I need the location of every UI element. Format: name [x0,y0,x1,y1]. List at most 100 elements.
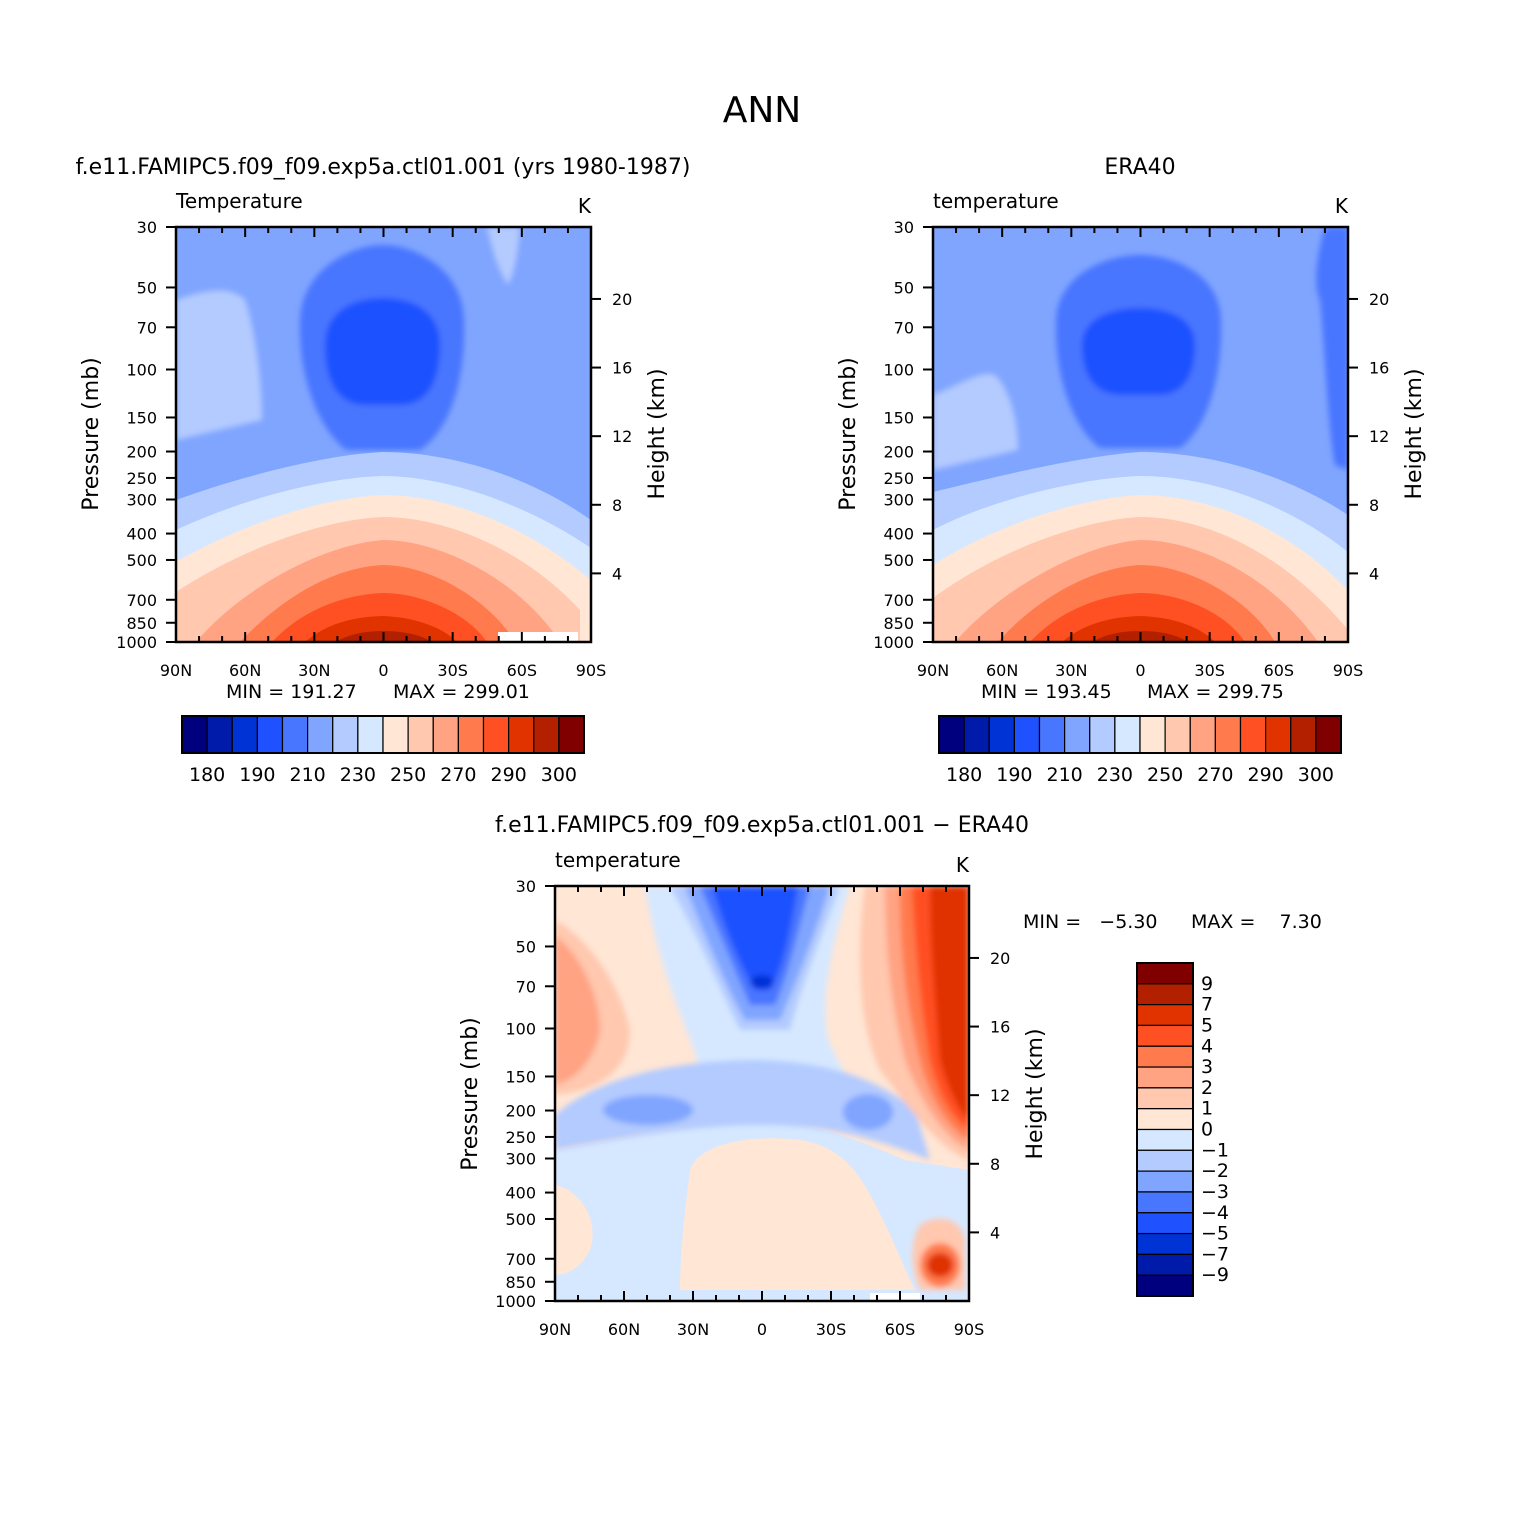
colorbar-label: 180 [946,764,982,786]
pressure-tick-label: 250 [505,1128,536,1147]
colorbar-box [938,715,965,754]
pressure-tick-label: 50 [137,278,157,297]
colorbar-box [1136,1274,1194,1297]
colorbar-box [1136,1024,1194,1047]
colorbar-box [988,715,1015,754]
pressure-tick-label: 200 [126,443,157,462]
colorbar-box [407,715,434,754]
pressure-tick-label: 1000 [495,1292,536,1311]
panel-era40-max: MAX = 299.75 [1147,681,1284,703]
colorbar-box [508,715,535,754]
colorbar-label: 290 [490,764,526,786]
band-295 [1062,616,1215,642]
colorbar-box [963,715,990,754]
colorbar-label: −2 [1201,1160,1229,1182]
latitude-tick-label: 0 [1135,661,1145,680]
latitude-tick-label: 90S [954,1320,985,1339]
colorbar-label: 270 [1197,764,1233,786]
colorbar-label: 5 [1201,1014,1213,1036]
pressure-tick-label: 700 [883,591,914,610]
panel-model-colorbar: 180 190 210 230 250 270 290 300 [181,715,585,786]
colorbar-label: −4 [1201,1202,1229,1224]
colorbar-label: 7 [1201,994,1213,1016]
pressure-tick-label: 100 [126,360,157,379]
colorbar-box [382,715,409,754]
panel-model-min: MIN = 191.27 [226,681,357,703]
colorbar-box [1136,1087,1194,1110]
colorbar-box [1164,715,1191,754]
pressure-tick-label: 50 [894,278,914,297]
colorbar-label: 270 [440,764,476,786]
colorbar-box [533,715,560,754]
missing-data-patch [870,1293,920,1301]
height-tick-label: 16 [612,359,632,378]
latitude-tick-label: 30N [1055,661,1087,680]
panel-era40: ERA40 temperature K 30507010015020025030… [836,155,1427,786]
pressure-tick-label: 30 [894,218,914,237]
colorbar-box [432,715,459,754]
colorbar-box [1136,1108,1194,1131]
pressure-tick-label: 200 [883,443,914,462]
height-tick-label: 8 [612,496,622,515]
band-pos-right-5 [930,886,969,1120]
colorbar-box [1136,1149,1194,1172]
panel-difference-max: MAX = 7.30 [1191,911,1322,933]
band-pos-left-strat-2 [555,935,600,1085]
panel-era40-variable: temperature [933,189,1059,213]
band-neg-blob-2 [843,1094,893,1130]
pressure-tick-label: 150 [505,1067,536,1086]
colorbar-box [457,715,485,754]
height-tick-label: 8 [1369,496,1379,515]
panel-era40-title: ERA40 [1104,155,1175,180]
colorbar-box [256,715,284,754]
colorbar-box [1136,983,1194,1006]
colorbar-box [181,715,208,754]
panel-difference-min: MIN = −5.30 [1023,911,1158,933]
pressure-tick-label: 500 [505,1210,536,1229]
colorbar-frame [181,715,585,754]
panel-era40-units: K [1335,194,1349,218]
colorbar-label: 210 [1046,764,1082,786]
colorbar-label: 1 [1201,1098,1213,1120]
height-tick-label: 20 [1369,290,1389,309]
colorbar-label: 0 [1201,1119,1213,1141]
colorbar-box [357,715,384,754]
colorbar-label: 210 [289,764,325,786]
band-pos-lower-right-3 [927,1253,953,1277]
colorbar-label: 3 [1201,1056,1213,1078]
height-tick-label: 4 [1369,564,1379,583]
panel-difference: f.e11.FAMIPC5.f09_f09.exp5a.ctl01.001 − … [458,813,1322,1339]
colorbar-box [1136,1066,1194,1089]
panel-era40-field [933,227,1348,642]
panel-difference-axes: 3050701001502002503004005007008501000481… [495,877,1010,1339]
pressure-tick-label: 150 [883,408,914,427]
band-neg-strat-4 [712,886,798,990]
colorbar-box [1189,715,1216,754]
panel-difference-ylabel: Pressure (mb) [458,1017,483,1171]
panel-model-variable: Temperature [175,189,303,213]
colorbar-label: −9 [1201,1264,1229,1286]
colorbar-label: 2 [1201,1077,1213,1099]
pressure-tick-label: 250 [126,469,157,488]
pressure-tick-label: 30 [137,218,157,237]
pressure-tick-label: 400 [883,525,914,544]
pressure-tick-label: 1000 [873,633,914,652]
latitude-tick-label: 90S [1333,661,1364,680]
colorbar-label: 230 [340,764,376,786]
colorbar-box [1136,1170,1194,1193]
colorbar-box [1214,715,1242,754]
latitude-tick-label: 30N [677,1320,709,1339]
band-warm-strat [176,290,262,440]
latitude-tick-label: 30S [816,1320,847,1339]
pressure-tick-label: 300 [505,1150,536,1169]
pressure-tick-label: 850 [505,1273,536,1292]
latitude-tick-label: 0 [757,1320,767,1339]
pressure-tick-label: 250 [883,469,914,488]
band-warm-strat [933,374,1018,470]
pressure-tick-label: 50 [516,937,536,956]
colorbar-label: 290 [1247,764,1283,786]
colorbar-box [1239,715,1267,754]
colorbar-box [1136,962,1194,985]
